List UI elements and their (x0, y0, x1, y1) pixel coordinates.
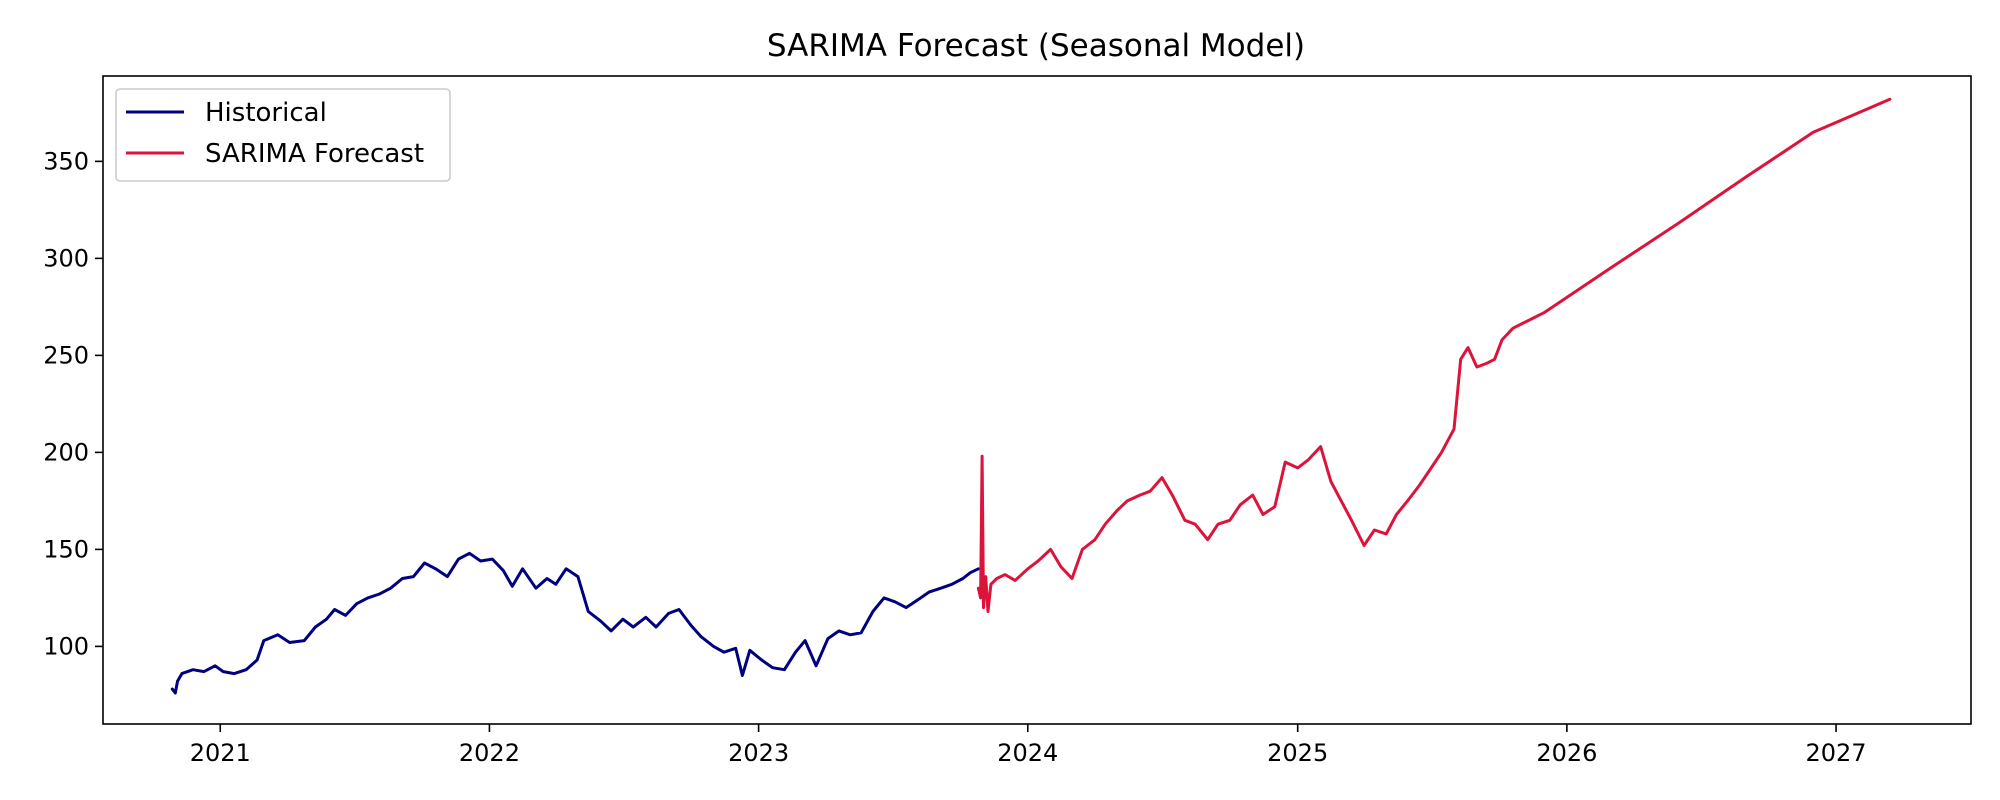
series-line-sarima-forecast (976, 97, 1892, 613)
legend: Historical SARIMA Forecast (115, 88, 451, 182)
x-tick-label: 2025 (1267, 739, 1328, 767)
x-tick-label: 2027 (1806, 739, 1867, 767)
x-tick-label: 2021 (190, 739, 251, 767)
y-tick-label: 150 (43, 535, 89, 563)
y-tick-label: 300 (43, 244, 89, 272)
chart-title: SARIMA Forecast (Seasonal Model) (767, 28, 1305, 64)
x-tick-label: 2024 (997, 739, 1058, 767)
y-tick-label: 250 (43, 341, 89, 369)
x-tick-label: 2026 (1536, 739, 1597, 767)
series-layer (170, 97, 1892, 695)
x-axis: 2021 2022 2023 2024 2025 2026 2027 (190, 724, 1867, 767)
legend-label-sarima-forecast: SARIMA Forecast (205, 139, 424, 169)
legend-box (115, 88, 451, 182)
y-tick-label: 200 (43, 438, 89, 466)
y-tick-label: 350 (43, 147, 89, 175)
x-tick-label: 2023 (728, 739, 789, 767)
x-tick-label: 2022 (459, 739, 520, 767)
plot-area-frame (102, 75, 1972, 725)
y-tick-label: 100 (43, 632, 89, 660)
y-axis: 100 150 200 250 300 350 (43, 147, 103, 660)
legend-label-historical: Historical (205, 98, 327, 128)
series-line-historical (170, 551, 980, 695)
